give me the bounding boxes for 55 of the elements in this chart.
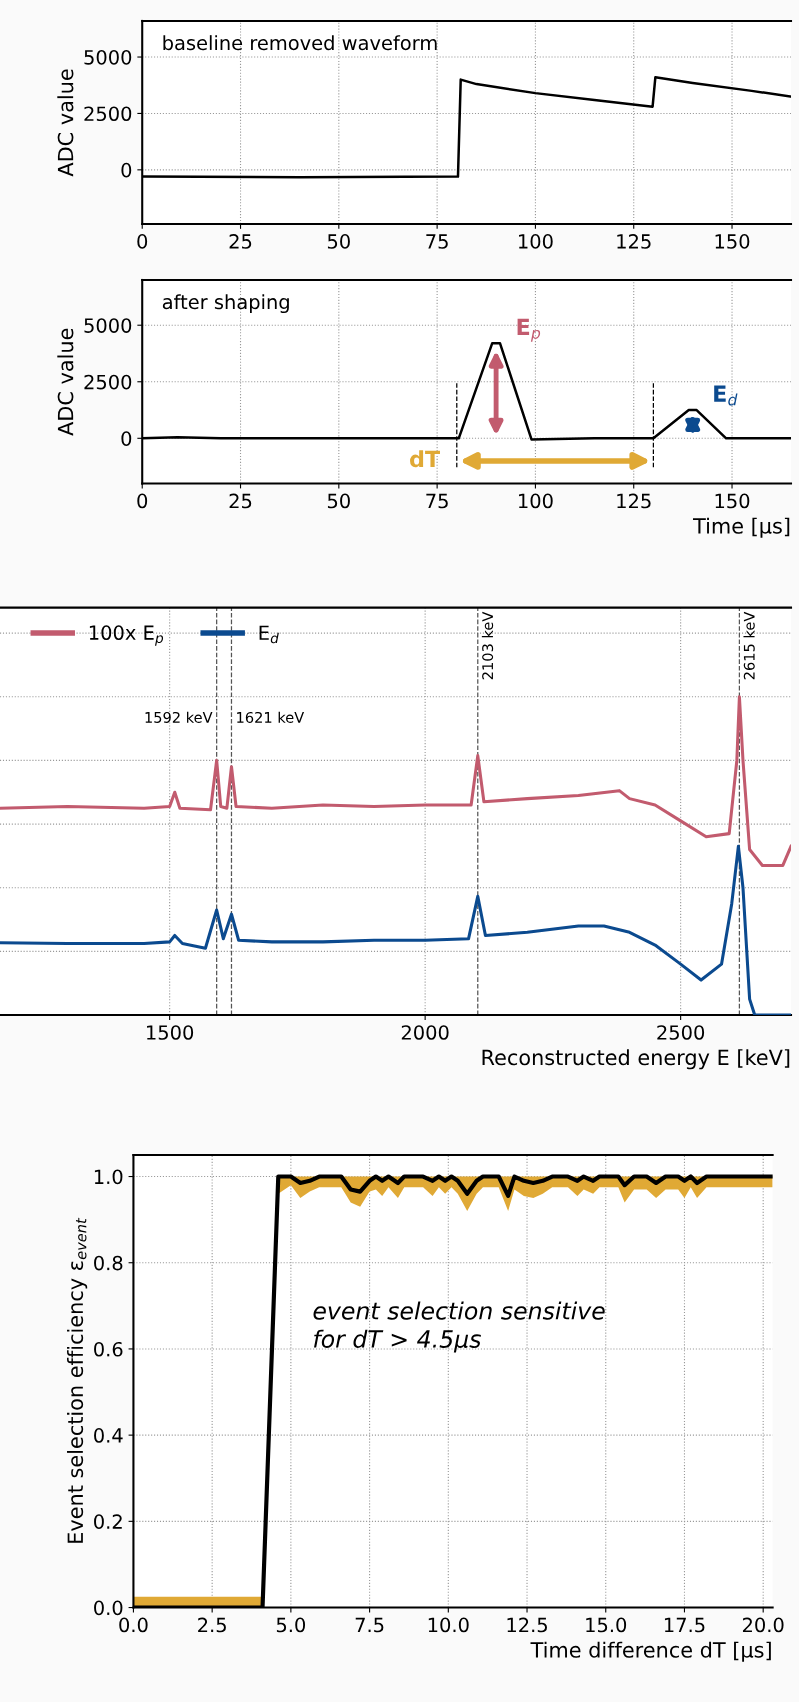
ref-line-label: 1621 keV (237, 711, 305, 723)
y-axis-title: ADC value (57, 328, 74, 436)
x-tick-label: 25 (229, 493, 252, 509)
x-tick-label: 150 (715, 234, 750, 249)
x-tick-label: 125 (617, 493, 651, 509)
y-tick-label: 5000 (84, 49, 132, 65)
x-tick-label: 2500 (657, 1025, 705, 1040)
x-tick-label: 25 (229, 234, 252, 249)
ref-line-label: 2615 keV (743, 611, 755, 680)
y-tick-label: 0.2 (94, 1514, 122, 1529)
text: after shaping (162, 294, 289, 314)
ref-line-label: 2103 keV (481, 611, 494, 680)
annotation: E$_{d}$ (714, 385, 738, 406)
x-tick-label: 0 (137, 493, 148, 509)
y-tick-label: 0 (121, 431, 132, 446)
x-tick-label: 17.5 (664, 1617, 705, 1633)
x-tick-label: 75 (426, 493, 448, 509)
y-axis-title: Event selection efficiency ε$_{event}$ (67, 1217, 88, 1543)
y-tick-label: 0.4 (94, 1428, 123, 1443)
x-tick-label: 75 (426, 234, 448, 249)
x-tick-label: 0 (137, 234, 148, 249)
x-tick-label: 50 (327, 493, 350, 509)
x-axis-title: Time [μs] (692, 517, 790, 538)
x-tick-label: 5.0 (276, 1617, 306, 1633)
ref-line-label: 1592 keV (145, 711, 213, 723)
y-tick-label: 0.8 (94, 1255, 123, 1271)
legend-label: 100x E$_{p}$ (89, 625, 164, 646)
x-axis-title: Reconstructed energy E [keV] (482, 1049, 790, 1070)
x-tick-label: 2.5 (198, 1617, 226, 1633)
y-tick-label: 0 (121, 162, 132, 178)
y-tick-label: 2500 (84, 374, 132, 390)
x-tick-label: 15.0 (586, 1617, 627, 1633)
x-tick-label: 100 (519, 493, 553, 509)
y-axis-title: ADC value (57, 69, 74, 177)
x-tick-label: 100 (519, 234, 553, 249)
annotation: dT (410, 450, 440, 468)
x-tick-label: 150 (715, 493, 750, 509)
x-tick-label: 125 (617, 234, 651, 249)
x-tick-label: 50 (327, 234, 350, 249)
y-tick-label: 0.6 (94, 1341, 123, 1357)
annotation: E$_{p}$ (517, 318, 541, 342)
y-tick-label: 0.0 (94, 1600, 123, 1616)
x-tick-label: 7.5 (355, 1617, 384, 1633)
y-tick-label: 2500 (84, 106, 132, 122)
text: baseline removed waveform (163, 35, 437, 51)
y-tick-label: 1.0 (94, 1169, 123, 1185)
legend-label: E$_{d}$ (259, 625, 279, 644)
x-tick-label: 1500 (147, 1025, 194, 1040)
x-axis-title: Time difference dT [μs] (530, 1641, 771, 1662)
x-tick-label: 2000 (401, 1025, 449, 1040)
annotation: event selection sensitive for dT > 4.5μs (313, 1301, 605, 1353)
y-tick-label: 5000 (84, 318, 132, 333)
x-tick-label: 20.0 (742, 1617, 784, 1633)
x-tick-label: 12.5 (507, 1617, 547, 1633)
x-tick-label: 10.0 (428, 1617, 469, 1633)
